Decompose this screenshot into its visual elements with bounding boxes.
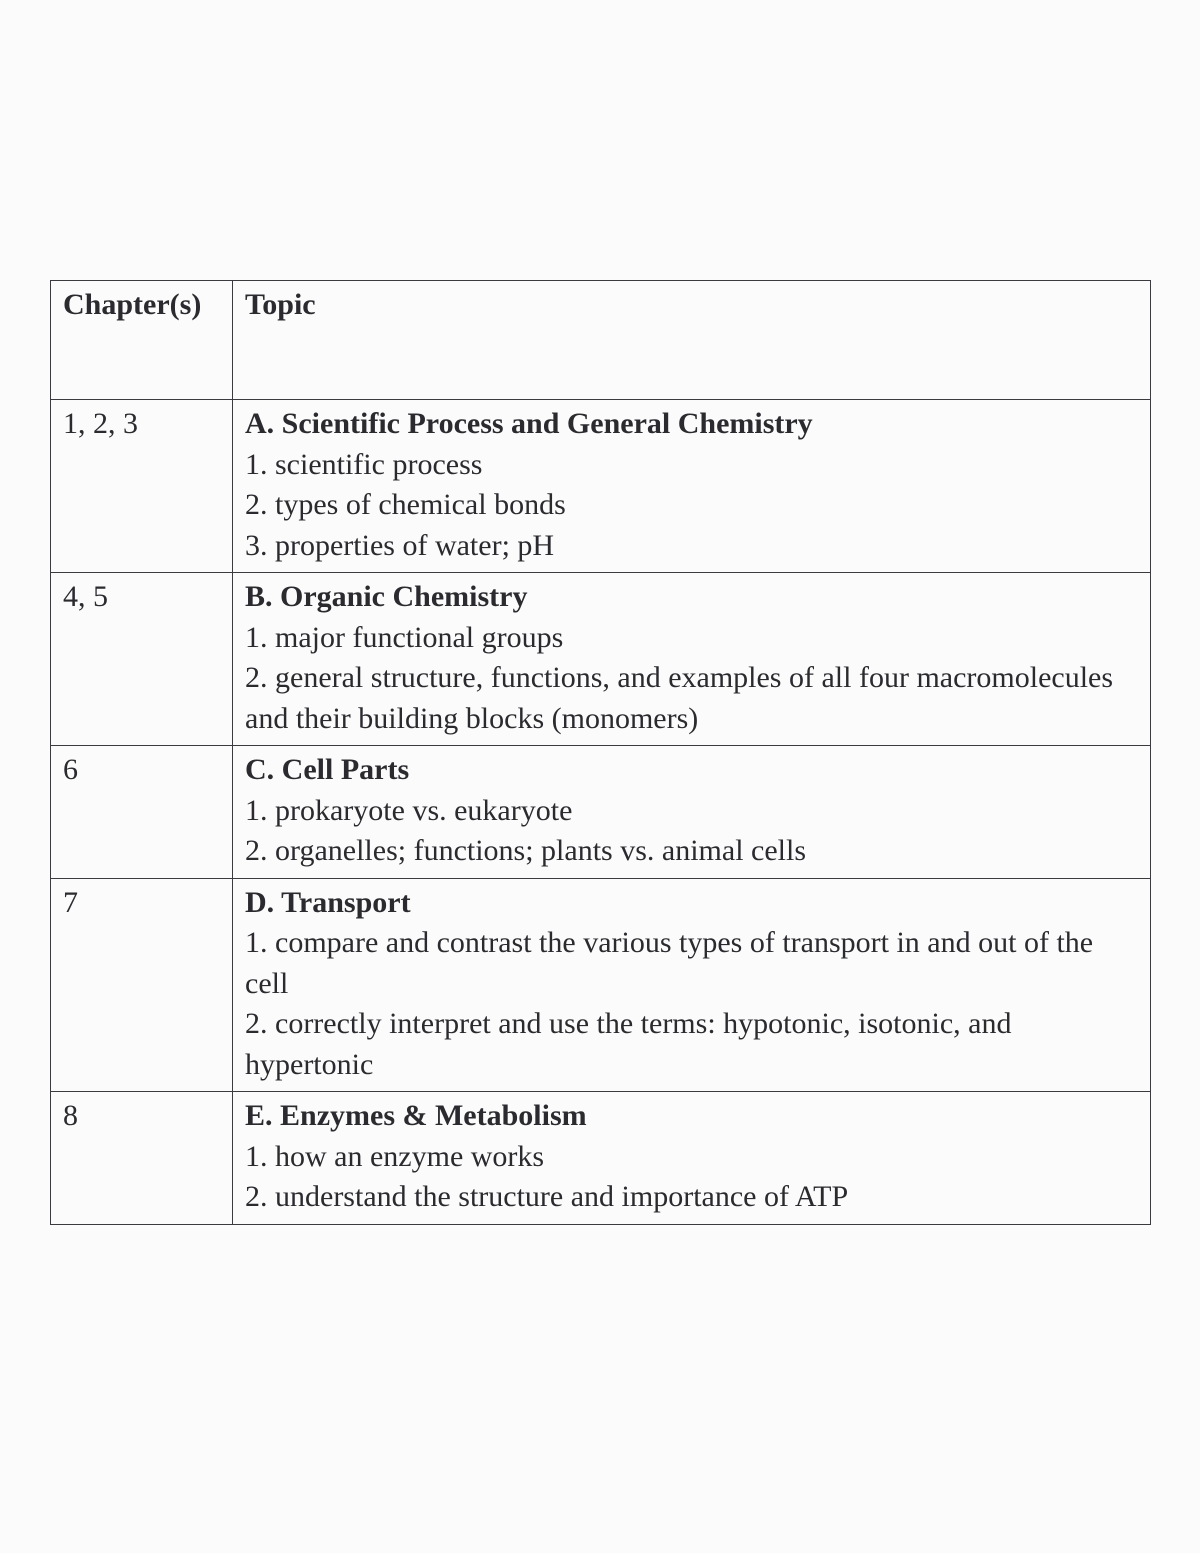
topic-title: C. Cell Parts xyxy=(245,750,1140,791)
topic-title: E. Enzymes & Metabolism xyxy=(245,1096,1140,1137)
topic-item: 1. scientific process xyxy=(245,445,1140,486)
chapters-cell: 1, 2, 3 xyxy=(51,400,233,573)
topic-cell: D. Transport1. compare and contrast the … xyxy=(233,878,1151,1092)
table-row: 7D. Transport1. compare and contrast the… xyxy=(51,878,1151,1092)
table-header-row: Chapter(s) Topic xyxy=(51,281,1151,400)
chapters-cell: 8 xyxy=(51,1092,233,1225)
table-row: 4, 5B. Organic Chemistry1. major functio… xyxy=(51,573,1151,746)
topic-item: 1. how an enzyme works xyxy=(245,1137,1140,1178)
chapters-cell: 4, 5 xyxy=(51,573,233,746)
topic-item: 2. organelles; functions; plants vs. ani… xyxy=(245,831,1140,872)
chapters-cell: 7 xyxy=(51,878,233,1092)
table-body: 1, 2, 3 A. Scientific Process and General… xyxy=(51,400,1151,1225)
topic-item: 2. general structure, functions, and exa… xyxy=(245,658,1140,739)
topic-item: 1. major functional groups xyxy=(245,618,1140,659)
header-topic: Topic xyxy=(233,281,1151,400)
topic-cell: A. Scientific Process and General Chemis… xyxy=(233,400,1151,573)
topic-item: 2. types of chemical bonds xyxy=(245,485,1140,526)
topic-cell: B. Organic Chemistry1. major functional … xyxy=(233,573,1151,746)
topic-item: 3. properties of water; pH xyxy=(245,526,1140,567)
topic-title: B. Organic Chemistry xyxy=(245,577,1140,618)
chapters-cell: 6 xyxy=(51,746,233,879)
topic-title: D. Transport xyxy=(245,883,1140,924)
topic-item: 1. compare and contrast the various type… xyxy=(245,923,1140,1004)
topic-title: A. Scientific Process and General Chemis… xyxy=(245,404,1140,445)
topic-cell: E. Enzymes & Metabolism1. how an enzyme … xyxy=(233,1092,1151,1225)
header-chapters: Chapter(s) xyxy=(51,281,233,400)
table-row: 6C. Cell Parts1. prokaryote vs. eukaryot… xyxy=(51,746,1151,879)
topic-item: 1. prokaryote vs. eukaryote xyxy=(245,791,1140,832)
table-row: 8E. Enzymes & Metabolism1. how an enzyme… xyxy=(51,1092,1151,1225)
topic-item: 2. correctly interpret and use the terms… xyxy=(245,1004,1140,1085)
table-row: 1, 2, 3 A. Scientific Process and General… xyxy=(51,400,1151,573)
document-page: Chapter(s) Topic 1, 2, 3 A. Scientific Pr… xyxy=(0,0,1200,1553)
topic-cell: C. Cell Parts1. prokaryote vs. eukaryote… xyxy=(233,746,1151,879)
syllabus-table: Chapter(s) Topic 1, 2, 3 A. Scientific Pr… xyxy=(50,280,1151,1225)
topic-item: 2. understand the structure and importan… xyxy=(245,1177,1140,1218)
